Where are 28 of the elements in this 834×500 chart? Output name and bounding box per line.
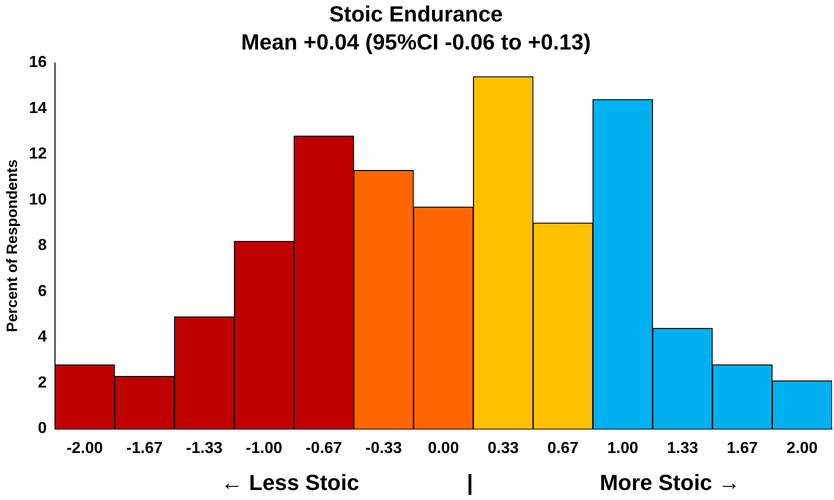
x-tick-label: -1.00: [246, 440, 282, 457]
y-axis-title: Percent of Respondents: [4, 160, 22, 332]
x-tick-label: -2.00: [66, 440, 104, 457]
x-tick-label: 1.00: [607, 440, 638, 457]
x-tick-label: 1.33: [666, 440, 698, 457]
x-tick-label: 0.67: [547, 440, 579, 457]
x-tick-label: -0.33: [365, 440, 402, 457]
chart-subtitle: Mean +0.04 (95%CI -0.06 to +0.13): [241, 30, 591, 55]
y-tick-label: 2: [38, 374, 47, 392]
x-tick-label: -0.67: [306, 440, 342, 457]
y-tick-label: 10: [29, 191, 47, 208]
y-tick-label: 14: [29, 100, 47, 117]
x-tick-label: 1.67: [726, 440, 758, 457]
y-tick-label: 16: [29, 54, 47, 72]
text: |: [466, 470, 474, 496]
y-tick-label: 0: [38, 420, 47, 438]
x-tick-label: -1.67: [126, 440, 163, 457]
chart-title: Stoic Endurance: [329, 1, 503, 26]
x-tick-label: 0.33: [488, 440, 519, 457]
y-tick-label: 8: [38, 237, 47, 254]
y-tick-label: 6: [38, 282, 47, 300]
text: More Stoic →: [600, 470, 740, 496]
x-tick-label: 0.00: [428, 440, 460, 457]
x-tick-label: -1.33: [186, 440, 223, 457]
y-tick-label: 4: [38, 328, 47, 346]
x-tick-label: 2.00: [786, 440, 818, 457]
y-tick-label: 12: [29, 146, 47, 163]
text: ← Less Stoic: [220, 470, 360, 496]
